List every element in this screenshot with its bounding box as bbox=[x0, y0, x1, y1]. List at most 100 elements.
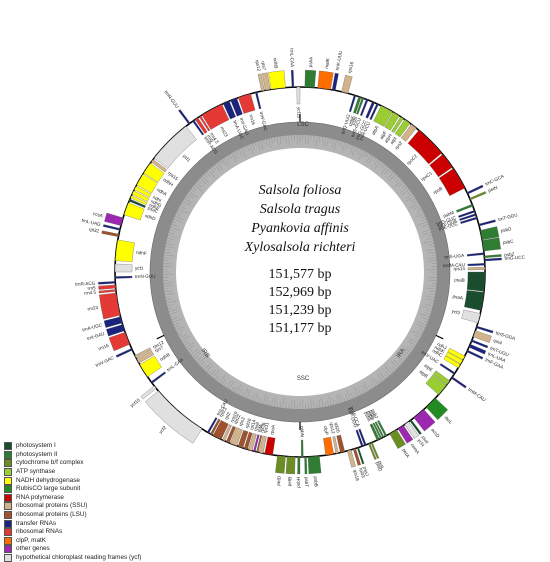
gene-trnm-cau bbox=[451, 377, 466, 388]
legend-item: ATP synthase bbox=[4, 468, 204, 477]
legend-swatch bbox=[4, 477, 12, 485]
gene-label: rps4 bbox=[493, 338, 504, 346]
legend-item: RNA polymerase bbox=[4, 494, 204, 503]
legend-swatch bbox=[4, 502, 12, 510]
legend-label: transfer RNAs bbox=[16, 520, 56, 528]
gene-label: ndhD bbox=[144, 213, 157, 222]
legend-item: ribosomal RNAs bbox=[4, 528, 204, 537]
legend-label: photosystem II bbox=[16, 451, 58, 459]
legend-item: other genes bbox=[4, 545, 204, 554]
legend-label: cytochrome b/f complex bbox=[16, 459, 83, 467]
gene-trnk-uuu bbox=[332, 73, 338, 90]
gc-tick bbox=[164, 289, 168, 290]
gene-label: trnT-GGU bbox=[498, 212, 519, 222]
legend-label: ribosomal RNAs bbox=[16, 528, 62, 536]
legend-item: photosystem I bbox=[4, 442, 204, 451]
legend-label: RubisCO large subunit bbox=[16, 485, 80, 493]
gene-rpl32 bbox=[102, 231, 119, 237]
gene-rrn5 bbox=[98, 285, 115, 290]
gene-label: petA bbox=[401, 448, 411, 459]
gene-ccsa bbox=[104, 213, 123, 226]
gene-label: ycf15 bbox=[296, 107, 301, 118]
gene-label: rpoC1 bbox=[420, 170, 433, 182]
gene-ycf1 bbox=[154, 126, 196, 168]
gene-trnt-ggu bbox=[479, 220, 496, 226]
legend-swatch bbox=[4, 545, 12, 553]
gene-ndhb bbox=[268, 71, 285, 90]
gene-label: trnG-UCC bbox=[504, 255, 525, 261]
gene-trnv-uac bbox=[440, 363, 455, 374]
legend-item: ribosomal proteins (LSU) bbox=[4, 511, 204, 520]
gene-label: trnM-CAU bbox=[467, 387, 487, 403]
gene-label: ycf2 bbox=[158, 425, 168, 435]
gene-label: trnS-UGA bbox=[444, 253, 465, 260]
gene-psbn bbox=[301, 440, 303, 457]
gene-ycf2 bbox=[145, 391, 202, 443]
legend-item: photosystem II bbox=[4, 451, 204, 460]
gene-label: accD bbox=[430, 427, 441, 439]
genome-size: 152,969 bp bbox=[269, 285, 332, 300]
gene-label: trnL-CAA bbox=[289, 48, 295, 68]
gene-psbt bbox=[305, 457, 308, 474]
region-ssc: SSC bbox=[297, 376, 310, 382]
gene-label: ycf15 bbox=[129, 397, 141, 408]
gene-label: psbA bbox=[308, 56, 314, 68]
legend-swatch bbox=[4, 554, 12, 562]
legend-swatch bbox=[4, 528, 12, 536]
region-boundary-tick bbox=[157, 335, 164, 338]
gene-rrn4-5 bbox=[99, 289, 116, 293]
gene-label: rpoB bbox=[432, 186, 443, 195]
gene-label: ycf1 bbox=[182, 153, 192, 163]
legend-swatch bbox=[4, 451, 12, 459]
gene-label: trnI-GAU bbox=[86, 331, 105, 341]
gene-trnl-caa bbox=[291, 70, 294, 87]
gene-trns-uga bbox=[467, 253, 484, 257]
gene-label: psbC bbox=[503, 239, 515, 246]
gene-psbd bbox=[480, 227, 499, 240]
legend-swatch bbox=[4, 520, 12, 528]
species-name: Xylosalsola richteri bbox=[244, 240, 356, 255]
gene-ycf15 bbox=[297, 87, 300, 104]
legend-swatch bbox=[4, 537, 12, 545]
gene-psbm bbox=[456, 204, 473, 212]
gene-trnl-uag bbox=[103, 225, 120, 231]
gc-tick bbox=[283, 136, 284, 140]
gene-label: psbN bbox=[300, 426, 305, 437]
gene-label: trnK-UUU bbox=[335, 50, 344, 70]
legend-item: RubisCO large subunit bbox=[4, 485, 204, 494]
gene-rps4 bbox=[473, 331, 491, 343]
gene-label: rpoA bbox=[269, 424, 276, 435]
gene-label: ccsA bbox=[92, 211, 104, 219]
legend-swatch bbox=[4, 442, 12, 450]
gene-trnn-guu bbox=[115, 276, 132, 278]
genome-size: 151,577 bp bbox=[269, 267, 332, 282]
legend-label: clpP, matK bbox=[16, 537, 46, 545]
legend-item: clpP, matK bbox=[4, 537, 204, 546]
gene-label: matK bbox=[324, 57, 330, 69]
legend-swatch bbox=[4, 468, 12, 476]
legend-label: RNA polymerase bbox=[16, 494, 64, 502]
species-name: Pyankovia affinis bbox=[250, 221, 349, 236]
gene-label: rps14 bbox=[453, 266, 465, 271]
region-boundary-tick bbox=[436, 335, 443, 338]
gene-label: ycf1 bbox=[135, 266, 144, 271]
gene-trnfm-cau bbox=[468, 263, 485, 266]
gene-label: ycf3 bbox=[451, 309, 461, 316]
gc-tick bbox=[317, 404, 318, 408]
gene-label: rpoC2 bbox=[406, 153, 419, 166]
legend-item: hypothetical chloroplast reading frames … bbox=[4, 554, 204, 562]
gene-trnl-caa bbox=[151, 372, 166, 384]
gene-label: petD bbox=[276, 475, 282, 486]
gene-ycf3 bbox=[461, 310, 480, 323]
legend-swatch bbox=[4, 511, 12, 519]
gene-rps16 bbox=[342, 75, 353, 93]
gene-trnv-gac bbox=[255, 92, 261, 109]
gene-petb bbox=[286, 457, 295, 474]
gene-label: clpP bbox=[323, 426, 329, 436]
genome-size: 151,177 bp bbox=[269, 321, 332, 336]
gene-petd bbox=[275, 456, 285, 474]
legend-label: ribosomal proteins (SSU) bbox=[16, 502, 87, 510]
gene-psba bbox=[305, 70, 316, 88]
legend-label: photosystem I bbox=[16, 442, 56, 450]
